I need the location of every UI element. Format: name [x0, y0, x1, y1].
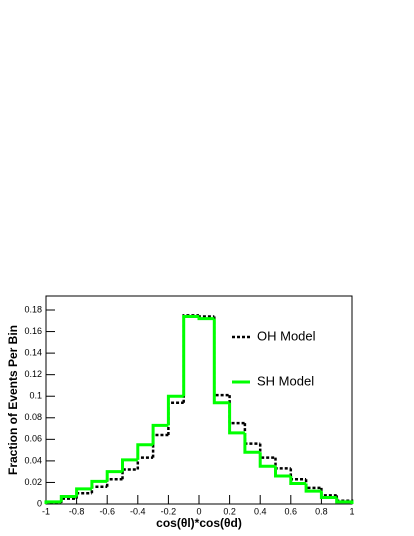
y-axis-title: Fraction of Events Per Bin	[6, 325, 20, 475]
y-tick-label: 0.16	[24, 326, 42, 336]
histogram-bin	[151, 433, 169, 458]
histogram-bin	[121, 468, 138, 480]
x-tick-label: -0.8	[69, 506, 85, 516]
y-tick-label: 0.06	[24, 434, 42, 444]
x-tick-label: -0.6	[99, 506, 115, 516]
histogram-bin	[213, 316, 230, 397]
histogram-bin	[105, 470, 123, 482]
legend-label: SH Model	[257, 373, 314, 388]
histogram-bin	[243, 423, 261, 445]
x-tick-label: 0.6	[285, 506, 298, 516]
histogram-bin	[75, 491, 92, 499]
x-axis-title: cos(θl)*cos(θd)	[156, 516, 242, 530]
histogram-bin	[75, 487, 92, 497]
histogram-bin	[258, 443, 276, 459]
histogram-bin	[319, 491, 337, 500]
histogram-bin	[105, 477, 123, 487]
x-tick-label: -1	[42, 506, 50, 516]
histogram-bin	[258, 452, 276, 468]
histogram-bin	[274, 457, 291, 470]
histogram-bin	[136, 456, 154, 470]
histogram-bin	[90, 479, 108, 489]
histogram-bin	[151, 423, 169, 445]
histogram-bin	[182, 314, 199, 403]
y-tick-label: 0.18	[24, 304, 42, 314]
histogram-bin	[212, 318, 230, 405]
histogram-bin	[136, 443, 154, 460]
histogram-bin	[335, 497, 354, 504]
histogram-bin	[228, 395, 245, 425]
histogram-bin	[121, 458, 138, 472]
y-tick-label: 0.1	[29, 391, 42, 401]
y-tick-label: 0.08	[24, 412, 42, 422]
x-tick-label: 0	[196, 506, 201, 516]
histogram-bin	[59, 494, 77, 502]
histogram-bin	[243, 432, 261, 454]
histogram-bin	[167, 401, 184, 436]
y-tick-label: 0	[37, 498, 42, 508]
histogram-bin	[182, 314, 199, 397]
histogram-bin	[90, 485, 108, 494]
histogram-bin	[304, 479, 322, 490]
histogram-bin	[289, 468, 307, 481]
x-tick-label: 0.8	[315, 506, 328, 516]
histogram-bin	[197, 316, 215, 321]
histogram-bin	[320, 487, 337, 497]
plot-frame	[45, 295, 353, 505]
x-tick-label: -0.4	[130, 506, 146, 516]
histogram-bin	[197, 315, 215, 318]
histogram-bin	[274, 466, 291, 478]
y-tick-label: 0.04	[24, 455, 42, 465]
y-tick-label: 0.12	[24, 369, 42, 379]
histogram-bin	[304, 483, 322, 493]
x-tick-label: 1	[349, 506, 354, 516]
histogram-bin	[228, 402, 245, 435]
histogram-bin	[166, 394, 184, 426]
x-tick-label: 0.4	[254, 506, 267, 516]
histogram-bin	[60, 497, 77, 503]
histogram-bin	[44, 500, 62, 504]
x-tick-label: 0.2	[223, 506, 236, 516]
y-tick-label: 0.02	[24, 477, 42, 487]
histogram-bin	[289, 475, 307, 486]
x-tick-label: -0.2	[161, 506, 177, 516]
y-tick-label: 0.14	[24, 347, 42, 357]
legend-label: OH Model	[257, 328, 316, 343]
